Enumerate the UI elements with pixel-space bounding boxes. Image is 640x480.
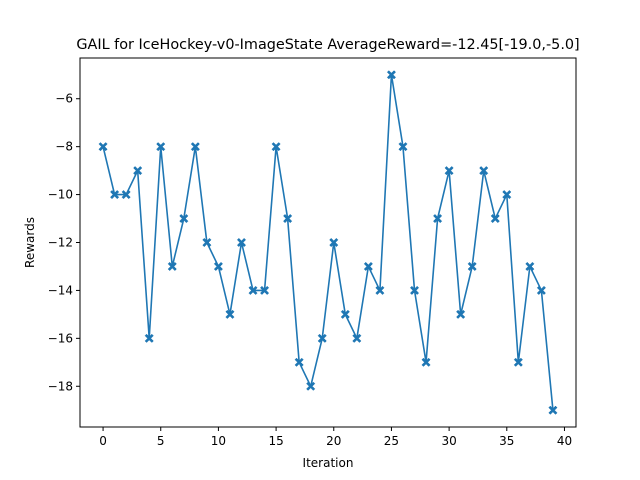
x-tick-label: 15: [268, 434, 283, 448]
data-point: [144, 333, 154, 343]
data-point: [237, 238, 246, 247]
data-point: [467, 262, 477, 271]
data-point: [386, 70, 396, 80]
data-point: [433, 214, 443, 223]
x-tick-label: 40: [557, 434, 572, 448]
data-point: [294, 357, 304, 367]
data-point: [513, 357, 523, 367]
plot-background: [80, 58, 576, 427]
data-point: [375, 285, 385, 295]
data-point: [363, 262, 373, 271]
x-tick-label: 5: [157, 434, 165, 448]
data-point: [179, 214, 189, 223]
x-tick-label: 35: [499, 434, 514, 448]
y-tick-label: −14: [48, 283, 73, 297]
data-point: [260, 285, 270, 295]
data-point: [421, 357, 431, 367]
data-point: [456, 309, 466, 319]
data-point: [167, 262, 177, 271]
data-point: [202, 238, 212, 247]
data-point: [525, 262, 535, 271]
x-tick-label: 10: [211, 434, 226, 448]
data-point: [352, 333, 362, 343]
data-point: [398, 142, 408, 152]
plot-frame: [79, 57, 577, 428]
series-layer: [98, 70, 558, 415]
data-point: [329, 238, 339, 247]
data-point: [110, 190, 120, 200]
data-point: [121, 190, 131, 200]
plot-area: [80, 58, 576, 427]
data-point: [444, 166, 454, 176]
y-tick-label: −8: [55, 140, 73, 154]
y-tick-label: −18: [48, 379, 73, 393]
y-tick-label: −6: [55, 92, 73, 106]
x-axis-ticks: 0 5 10 15 20 25 30 35 40: [99, 427, 572, 448]
data-point: [479, 166, 489, 176]
data-point: [548, 405, 558, 415]
data-point: [317, 333, 327, 343]
data-point: [283, 214, 293, 223]
x-tick-label: 0: [99, 434, 107, 448]
x-tick-label: 30: [441, 434, 456, 448]
x-tick-label: 25: [384, 434, 399, 448]
data-point: [133, 166, 143, 176]
data-point: [98, 142, 108, 152]
data-point: [490, 214, 500, 223]
data-point: [190, 142, 200, 152]
data-point: [410, 285, 419, 295]
x-axis-label: Iteration: [303, 456, 354, 470]
y-axis-ticks: −18 −16 −14 −12 −10 −8 −6: [48, 92, 80, 393]
data-point: [340, 309, 350, 319]
series-line: [102, 73, 554, 411]
data-point: [536, 285, 546, 295]
data-point: [248, 285, 258, 295]
y-tick-label: −16: [48, 331, 73, 345]
data-point: [156, 142, 166, 152]
x-tick-label: 20: [326, 434, 341, 448]
data-point: [271, 142, 281, 152]
chart-title: GAIL for IceHockey-v0-ImageState Average…: [76, 37, 579, 53]
data-point: [225, 309, 235, 319]
data-point: [502, 190, 512, 200]
y-axis-label: Rewards: [23, 217, 37, 268]
y-tick-label: −12: [48, 236, 73, 250]
y-tick-label: −10: [48, 188, 73, 202]
data-point: [213, 262, 223, 271]
data-point: [306, 381, 316, 391]
